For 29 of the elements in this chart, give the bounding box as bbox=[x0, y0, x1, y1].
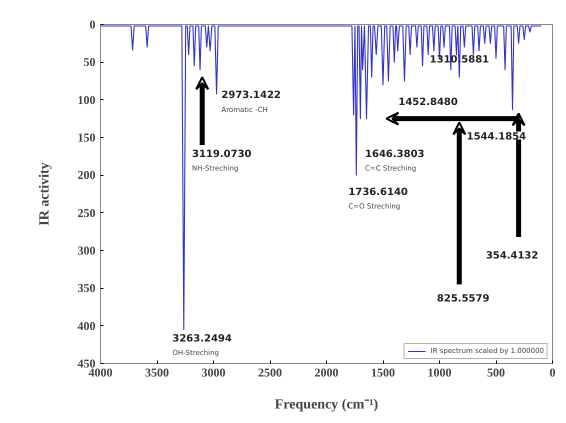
x-axis-title: Frequency (cm⁻¹) bbox=[274, 398, 379, 412]
x-tick-label: 1500 bbox=[371, 366, 395, 380]
x-tick-label: 3500 bbox=[145, 366, 169, 380]
y-tick-label: 0 bbox=[90, 18, 96, 32]
annotation: 2973.1422 bbox=[221, 90, 281, 102]
line-series bbox=[100, 25, 542, 330]
x-tick-label: 1000 bbox=[428, 366, 452, 380]
annotation: 1736.6140 bbox=[348, 187, 408, 198]
annotation: 3119.0730 bbox=[192, 148, 252, 160]
annotation: 3263.2494 bbox=[172, 333, 232, 344]
x-tick-label: 0 bbox=[550, 366, 556, 380]
y-tick-label: 150 bbox=[78, 130, 96, 144]
x-tick-label: 2500 bbox=[258, 366, 282, 380]
x-tick-label: 2000 bbox=[314, 366, 338, 380]
annotation: 354.4132 bbox=[486, 250, 538, 262]
annotation: 1544.1854 bbox=[466, 131, 526, 142]
y-tick-label: 250 bbox=[78, 206, 96, 220]
y-tick-label: 100 bbox=[78, 92, 96, 107]
y-tick-label: 350 bbox=[78, 281, 96, 296]
annotation: 1452.8480 bbox=[398, 96, 458, 108]
annotation: 1646.3803 bbox=[365, 148, 425, 160]
y-tick-label: 200 bbox=[78, 168, 96, 182]
x-tick-label: 500 bbox=[487, 366, 505, 380]
y-tick-label: 300 bbox=[78, 244, 96, 258]
annotation: 825.5579 bbox=[436, 293, 490, 304]
y-axis-title: IR activity bbox=[38, 162, 52, 226]
x-tick-label: 3000 bbox=[202, 366, 226, 380]
y-tick-label: 400 bbox=[78, 318, 96, 333]
y-tick-label: 50 bbox=[84, 55, 96, 70]
